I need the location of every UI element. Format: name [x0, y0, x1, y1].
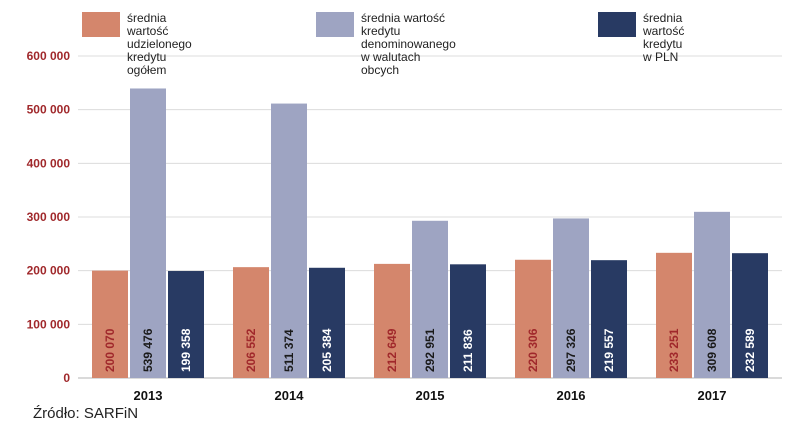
- bar: [233, 267, 269, 378]
- bar-value-label: 292 951: [423, 328, 437, 372]
- bar: [553, 218, 589, 378]
- legend-swatch-total: [82, 12, 120, 37]
- bar: [271, 103, 307, 378]
- bar: [515, 259, 551, 378]
- bar-value-label: 539 476: [141, 328, 155, 372]
- bar-value-label: 309 608: [705, 328, 719, 372]
- bar: [374, 263, 410, 378]
- legend-swatch-pln: [598, 12, 636, 37]
- bar-value-label: 212 649: [385, 328, 399, 372]
- bar-value-label: 233 251: [667, 328, 681, 372]
- legend-label-pln: średnia wartość kredytu w PLN: [643, 11, 685, 64]
- bar: [591, 260, 627, 378]
- bar-value-label: 232 589: [743, 328, 757, 372]
- bar: [412, 220, 448, 378]
- x-tick-label: 2016: [557, 388, 586, 403]
- legend-swatch-foreign: [316, 12, 354, 37]
- bar: [732, 253, 768, 378]
- bar-value-label: 220 306: [526, 328, 540, 372]
- x-tick-label: 2017: [698, 388, 727, 403]
- bar: [656, 252, 692, 378]
- bar-value-label: 219 557: [602, 328, 616, 372]
- y-tick-label: 400 000: [27, 156, 71, 170]
- bar-value-label: 211 836: [461, 329, 475, 372]
- y-tick-label: 600 000: [27, 49, 71, 63]
- bar-value-label: 200 070: [103, 328, 117, 372]
- bar: [309, 267, 345, 378]
- legend: średnia wartość udzielonego kredytu ogół…: [0, 10, 786, 77]
- y-tick-label: 200 000: [27, 264, 71, 278]
- source-note: Źródło: SARFiN: [33, 405, 139, 422]
- y-tick-label: 0: [63, 371, 70, 385]
- bar: [694, 211, 730, 378]
- bar-value-label: 206 552: [244, 328, 258, 372]
- legend-label-foreign: średnia wartość kredytu denominowanego w…: [361, 11, 456, 77]
- legend-label-total: średnia wartość udzielonego kredytu ogół…: [127, 11, 192, 77]
- bar-value-label: 511 374: [282, 329, 296, 372]
- y-tick-label: 500 000: [27, 103, 71, 117]
- bar: [168, 271, 204, 378]
- bar-value-label: 205 384: [320, 328, 334, 372]
- x-tick-label: 2013: [134, 388, 163, 403]
- bar-value-label: 297 326: [564, 328, 578, 372]
- y-tick-label: 100 000: [27, 317, 71, 331]
- bar-value-label: 199 358: [179, 328, 193, 372]
- x-tick-label: 2015: [416, 388, 445, 403]
- x-tick-label: 2014: [275, 388, 305, 403]
- y-tick-label: 300 000: [27, 210, 71, 224]
- bar: [450, 264, 486, 378]
- bar: [92, 270, 128, 378]
- bar: [130, 88, 166, 379]
